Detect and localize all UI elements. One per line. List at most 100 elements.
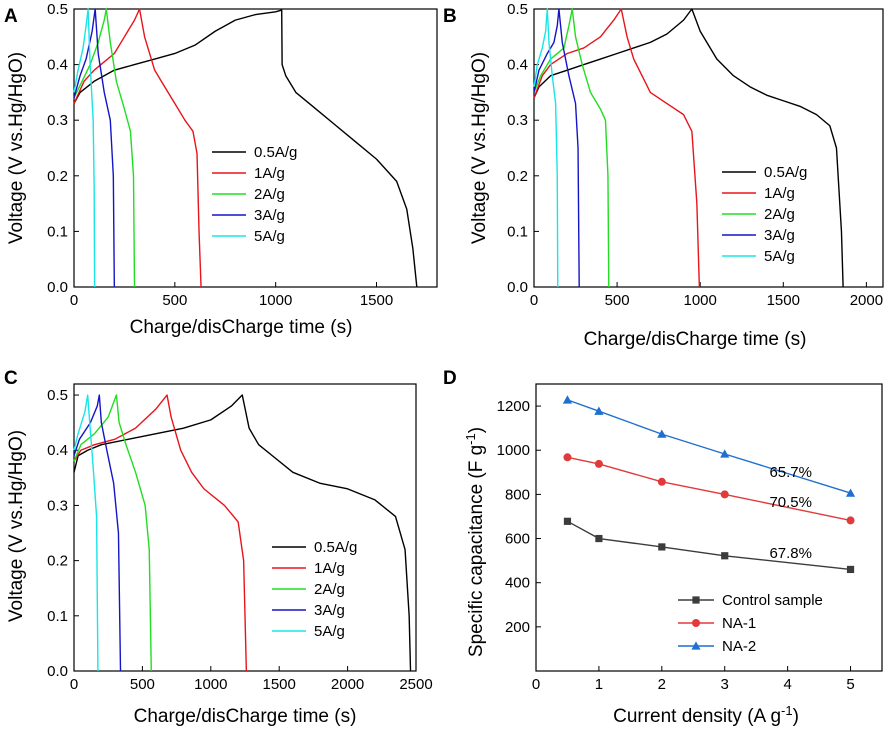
- panel-a-series-line: [73, 8, 96, 288]
- panel-d-ytick-label: 800: [505, 486, 530, 503]
- panel-b-xtick-label: 2000: [850, 292, 883, 309]
- panel-c-xlabel: Charge/disCharge time (s): [134, 706, 357, 727]
- panel-d-point: [595, 534, 603, 543]
- panel-b-ytick-label: 0.1: [507, 223, 528, 240]
- panel-c-series-line: [73, 394, 99, 672]
- panel-c-legend-label: 5A/g: [314, 623, 345, 640]
- panel-a-legend-label: 2A/g: [254, 186, 285, 203]
- panel-d-point: [720, 449, 730, 458]
- panel-d-retention-annotation: 70.5%: [769, 494, 812, 511]
- panel-a-legend-label: 1A/g: [254, 165, 285, 182]
- panel-d-frame: [535, 383, 883, 672]
- panel-a-xtick-label: 0: [70, 292, 78, 309]
- panel-d-point: [562, 395, 573, 404]
- panel-b-series-line: [533, 8, 580, 288]
- panel-b-series-line: [533, 8, 559, 288]
- panel-c-ytick-label: 0.1: [47, 608, 68, 625]
- panel-b-series-line: [533, 8, 701, 288]
- panel-c-series-line: [73, 394, 248, 672]
- panel-c-xtick-label: 2000: [331, 676, 364, 693]
- panel-d-ytick-label: 1200: [497, 398, 530, 415]
- panel-d-ytick-label: 400: [505, 575, 530, 592]
- panel-c-ytick-label: 0.3: [47, 497, 68, 514]
- panel-a-ytick-label: 0.2: [47, 168, 68, 185]
- panel-c-frame: [73, 383, 417, 672]
- panel-c-plot: 0 500 1000 1500 2000 2500 0.0 0.1 0.2 0.3 0.4 0.5 0.…: [47, 383, 433, 693]
- panel-c-ytick-label: 0.0: [47, 663, 68, 680]
- panel-d-point: [720, 490, 729, 499]
- panel-a-ytick-label: 0.5: [47, 1, 68, 18]
- panel-b-plot: 0 500 1000 1500 2000 0.0 0.1 0.2 0.3 0.4 0.5 0.5A/g…: [507, 1, 884, 309]
- panel-b-xtick-label: 1500: [767, 292, 800, 309]
- panel-d-ylabel-sup: -1: [463, 433, 478, 445]
- panel-a-series-line: [73, 9, 418, 288]
- panel-c-xtick-label: 0: [70, 676, 78, 693]
- panel-d-point: [846, 565, 855, 574]
- panel-d-point: [594, 459, 603, 468]
- panel-a-frame: [73, 8, 438, 288]
- panel-d-legend-marker: [691, 641, 701, 650]
- panel-d-retention-annotation: 65.7%: [769, 464, 812, 481]
- panel-b-legend-label: 3A/g: [764, 227, 795, 244]
- panel-b-ytick-label: 0.3: [507, 112, 528, 129]
- panel-a-ytick-label: 0.3: [47, 112, 68, 129]
- panel-d-legend-label: NA-1: [722, 615, 756, 632]
- panel-d-point: [563, 453, 572, 462]
- panel-d-ytick-label: 200: [505, 619, 530, 636]
- panel-b-ytick-label: 0.5: [507, 1, 528, 18]
- panel-d-point: [845, 488, 856, 497]
- panel-d-xtick-label: 4: [783, 676, 791, 693]
- panel-d-point: [658, 543, 666, 551]
- panel-d-ytick-label: 600: [505, 531, 530, 548]
- panel-c-xtick-label: 2500: [399, 676, 432, 693]
- panel-c-ytick-label: 0.2: [47, 553, 68, 570]
- panel-b-legend-label: 2A/g: [764, 206, 795, 223]
- panel-b-series-line: [533, 8, 610, 288]
- panel-b-label: B: [443, 6, 457, 27]
- panel-c-xtick-label: 500: [130, 676, 155, 693]
- panel-d-point: [846, 516, 855, 525]
- panel-a-xtick-label: 1500: [360, 292, 393, 309]
- panel-d-xtick-label: 0: [532, 676, 540, 693]
- panel-c-xtick-label: 1000: [194, 676, 227, 693]
- panel-c-label: C: [4, 368, 18, 389]
- panel-c-ytick-label: 0.4: [47, 442, 68, 459]
- panel-b-xtick-label: 500: [605, 292, 630, 309]
- panel-d-point: [657, 429, 667, 438]
- panel-a-ytick-label: 0.1: [47, 223, 68, 240]
- panel-d-point: [563, 517, 572, 525]
- panel-b: B Voltage (V vs.Hg/HgO) Charge/disCharge…: [443, 1, 884, 350]
- panel-a-ytick-label: 0.4: [47, 57, 68, 74]
- panel-b-legend-label: 5A/g: [764, 248, 795, 265]
- panel-a-ylabel: Voltage (V vs.Hg/HgO): [6, 52, 27, 244]
- panel-d-ylabel-main: Specific capacitance (F g: [466, 445, 487, 657]
- panel-b-ytick-label: 0.4: [507, 57, 528, 74]
- panel-d-xtick-label: 2: [658, 676, 666, 693]
- panel-d-legend-marker: [692, 619, 700, 627]
- panel-a-legend-label: 0.5A/g: [254, 144, 297, 161]
- panel-a-label: A: [4, 6, 18, 27]
- panel-b-ylabel: Voltage (V vs.Hg/HgO): [469, 52, 490, 244]
- panel-d-legend-label: NA-2: [722, 638, 756, 655]
- panel-d-xlabel: Current density (A g-1): [613, 703, 799, 727]
- panel-c-series-line: [73, 394, 412, 672]
- panel-c-series-line: [73, 394, 122, 672]
- panel-d-point: [721, 552, 729, 560]
- panel-c: C Voltage (V vs.Hg/HgO) Charge/disCharge…: [4, 368, 433, 727]
- panel-b-frame: [533, 8, 884, 288]
- panel-d-ytick-label: 1000: [497, 442, 530, 459]
- panel-a-xlabel: Charge/disCharge time (s): [130, 317, 353, 338]
- panel-b-legend-label: 0.5A/g: [764, 164, 807, 181]
- panel-c-legend-label: 2A/g: [314, 581, 345, 598]
- panel-c-ytick-label: 0.5: [47, 387, 68, 404]
- panel-c-legend-label: 1A/g: [314, 560, 345, 577]
- panel-d-label: D: [443, 368, 457, 389]
- panel-b-xtick-label: 1000: [684, 292, 717, 309]
- panel-a: A Voltage (V vs.Hg/HgO) Charge/disCharge…: [4, 1, 438, 338]
- panel-b-legend-label: 1A/g: [764, 185, 795, 202]
- panel-d-legend-marker: [692, 596, 700, 604]
- panel-d-xtick-label: 1: [595, 676, 603, 693]
- panel-c-legend-label: 3A/g: [314, 602, 345, 619]
- panel-a-xtick-label: 1000: [259, 292, 292, 309]
